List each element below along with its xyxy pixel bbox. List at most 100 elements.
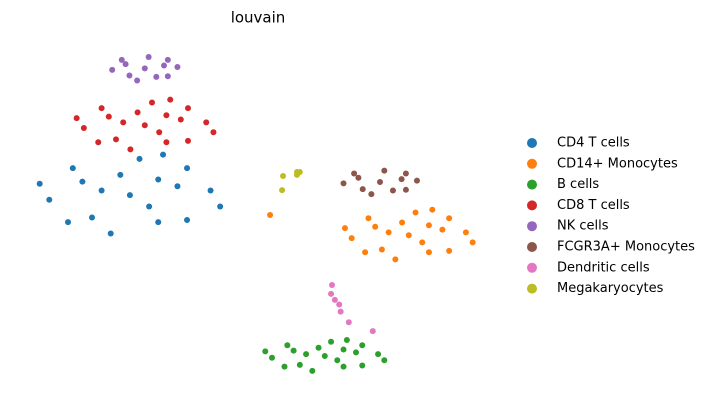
point (334, 357, 341, 364)
point (381, 167, 388, 174)
point (167, 96, 174, 103)
point (412, 209, 419, 216)
point (105, 113, 112, 120)
point (353, 349, 359, 356)
point (217, 203, 224, 210)
point (402, 186, 409, 193)
point (284, 342, 291, 349)
legend-marker (527, 138, 537, 148)
point (177, 116, 184, 123)
point (402, 170, 409, 177)
point (419, 239, 426, 246)
point (122, 61, 129, 68)
point (378, 246, 385, 253)
point (136, 155, 143, 162)
point (429, 206, 436, 213)
point (203, 119, 210, 126)
point (184, 165, 191, 172)
point (185, 137, 191, 144)
point (95, 139, 102, 146)
point (185, 105, 191, 112)
point (399, 219, 406, 226)
point (145, 54, 152, 61)
legend-label: CD14+ Monocytes (557, 156, 678, 171)
point (425, 222, 432, 229)
point (462, 229, 469, 236)
point (398, 176, 405, 183)
point (439, 226, 446, 233)
legend-label: FCGR3A+ Monocytes (557, 240, 695, 255)
point (89, 214, 95, 221)
point (98, 105, 105, 112)
point (337, 308, 344, 315)
point (174, 63, 181, 70)
legend: CD4 T cells CD14+ Monocytes B cells CD8 T c… (527, 136, 695, 296)
point (109, 66, 116, 73)
point (280, 172, 287, 179)
plot-area (36, 54, 476, 374)
point (359, 362, 366, 369)
point (46, 196, 53, 203)
point (73, 115, 80, 122)
legend-marker (527, 283, 537, 294)
point (98, 187, 105, 194)
point (385, 229, 392, 236)
point (328, 338, 335, 345)
legend-label: NK cells (557, 219, 609, 234)
point (118, 56, 125, 63)
point (155, 219, 162, 226)
point (341, 225, 348, 232)
legend-marker (527, 242, 537, 252)
legend-marker (527, 200, 537, 211)
point (160, 151, 167, 158)
point (65, 219, 71, 226)
point (365, 215, 372, 222)
point (281, 363, 288, 370)
point (405, 232, 412, 239)
point (79, 178, 86, 185)
legend-marker (527, 158, 537, 169)
legend-label: CD4 T cells (557, 136, 630, 151)
point (113, 136, 119, 143)
point (340, 363, 347, 370)
point (134, 77, 141, 84)
legend-marker (527, 221, 537, 232)
point (267, 212, 274, 219)
point (36, 180, 43, 187)
point (134, 109, 141, 116)
point (146, 203, 153, 210)
point (392, 256, 399, 263)
point (355, 174, 362, 181)
point (164, 73, 171, 80)
point (345, 319, 352, 326)
point (303, 351, 310, 358)
point (107, 230, 114, 237)
legend-marker (527, 262, 537, 273)
point (117, 171, 124, 178)
point (446, 247, 453, 254)
point (163, 139, 170, 146)
point (184, 216, 191, 223)
point (309, 367, 316, 374)
point (262, 348, 269, 355)
point (381, 357, 388, 364)
point (120, 119, 127, 126)
point (296, 361, 303, 368)
point (359, 342, 366, 349)
point (469, 239, 476, 246)
legend-marker (527, 179, 537, 190)
point (293, 169, 300, 176)
chart-title: louvain (231, 9, 286, 27)
point (368, 191, 375, 198)
point (375, 351, 382, 358)
point (174, 183, 181, 190)
point (331, 296, 338, 303)
point (362, 249, 369, 256)
point (340, 180, 347, 187)
point (351, 170, 358, 177)
point (372, 223, 379, 230)
point (321, 352, 328, 359)
point (348, 235, 355, 242)
point (279, 187, 286, 194)
